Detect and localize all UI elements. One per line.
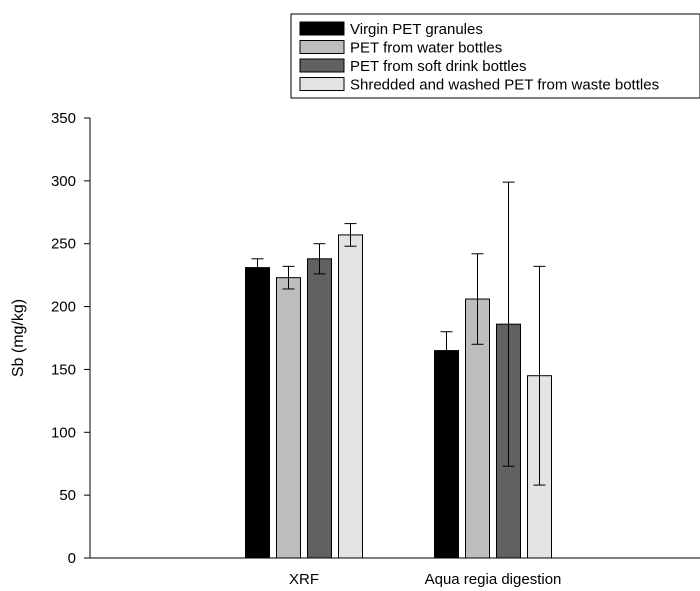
legend-label: Virgin PET granules <box>350 21 483 38</box>
y-tick-label: 100 <box>51 424 76 441</box>
legend-swatch <box>299 58 345 73</box>
legend-box <box>290 13 700 99</box>
y-axis: 0 50 100 150 200 250 300 350 Sb (mg/kg) <box>10 110 91 567</box>
y-tick-label: 350 <box>51 110 76 127</box>
bar <box>276 277 301 559</box>
y-tick-label: 150 <box>51 361 76 378</box>
legend-swatch <box>299 77 345 91</box>
y-tick-label: 50 <box>59 487 76 504</box>
y-tick-label: 300 <box>51 173 76 190</box>
x-axis: XRF Aqua regia digestion <box>90 557 700 588</box>
bars <box>245 181 552 559</box>
y-tick-label: 250 <box>51 236 76 253</box>
legend-swatch <box>299 40 345 54</box>
y-axis-label: Sb (mg/kg) <box>10 299 27 377</box>
legend-label: PET from soft drink bottles <box>350 58 526 75</box>
legend: Virgin PET granules PET from water bottle… <box>290 13 700 99</box>
bar <box>245 267 270 559</box>
bar <box>434 350 459 559</box>
x-tick-label: Aqua regia digestion <box>425 571 562 588</box>
legend-swatch <box>299 21 345 36</box>
bar <box>307 258 332 559</box>
legend-label: Shredded and washed PET from waste bottl… <box>350 77 659 94</box>
x-tick-label: XRF <box>289 571 319 588</box>
legend-label: PET from water bottles <box>350 40 502 57</box>
y-tick-label: 0 <box>68 550 76 567</box>
bar <box>338 234 363 559</box>
y-tick-label: 200 <box>51 299 76 316</box>
